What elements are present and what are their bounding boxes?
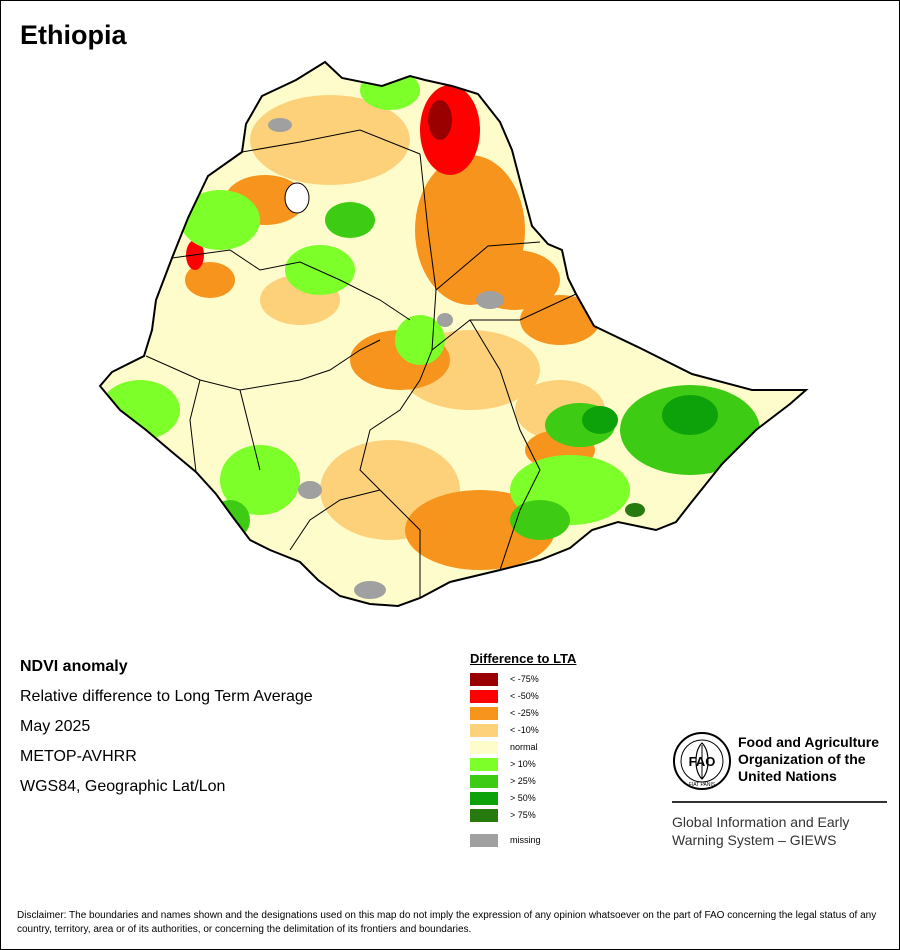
fao-logo-text: FAO <box>689 754 716 769</box>
period: May 2025 <box>20 718 91 735</box>
fao-organization-name: Food and Agriculture Organization of the… <box>738 734 888 785</box>
fao-name-line: United Nations <box>738 768 837 784</box>
projection: WGS84, Geographic Lat/Lon <box>20 778 226 795</box>
sensor: METOP-AVHRR <box>20 748 137 765</box>
legend-items: < -75% < -50% < -25% < -10% normal > 10% > 25%… <box>470 671 576 824</box>
legend-item-missing: missing <box>470 832 576 849</box>
legend: Difference to LTA < -75% < -50% < -25% < -1… <box>470 651 576 849</box>
legend-swatch <box>470 809 498 822</box>
legend-item: > 75% <box>470 807 576 824</box>
legend-swatch-missing <box>470 834 498 847</box>
fao-name-line: Food and Agriculture <box>738 734 880 750</box>
giews-name: Global Information and Early Warning Sys… <box>672 813 887 849</box>
legend-item: < -75% <box>470 671 576 688</box>
legend-item: < -50% <box>470 688 576 705</box>
legend-swatch <box>470 707 498 720</box>
legend-swatch <box>470 690 498 703</box>
legend-item: < -10% <box>470 722 576 739</box>
disclaimer: Disclaimer: The boundaries and names sho… <box>17 910 877 935</box>
legend-swatch <box>470 724 498 737</box>
legend-title: Difference to LTA <box>470 651 577 666</box>
legend-item: > 10% <box>470 756 576 773</box>
anomaly-raster <box>100 62 806 606</box>
giews-line: Global Information and Early <box>672 814 850 830</box>
legend-label: < -25% <box>510 708 539 718</box>
legend-label: > 50% <box>510 793 536 803</box>
legend-swatch <box>470 673 498 686</box>
legend-swatch <box>470 792 498 805</box>
legend-item: > 50% <box>470 790 576 807</box>
legend-label: < -50% <box>510 691 539 701</box>
legend-item: < -25% <box>470 705 576 722</box>
legend-label: > 25% <box>510 776 536 786</box>
legend-label: < -75% <box>510 674 539 684</box>
giews-line: Warning System – GIEWS <box>672 832 837 848</box>
fao-name-line: Organization of the <box>738 751 866 767</box>
product-description: Relative difference to Long Term Average <box>20 688 313 705</box>
legend-label: < -10% <box>510 725 539 735</box>
lake-outline <box>284 182 310 214</box>
legend-swatch <box>470 758 498 771</box>
legend-swatch <box>470 775 498 788</box>
legend-item: normal <box>470 739 576 756</box>
region-boundaries <box>145 129 577 598</box>
legend-label: normal <box>510 742 538 752</box>
legend-item: > 25% <box>470 773 576 790</box>
product-name: NDVI anomaly <box>20 658 128 675</box>
fao-logo-motto: FIAT PANIS <box>689 782 716 788</box>
logo-divider <box>672 801 887 803</box>
map-metadata: NDVI anomaly Relative difference to Long… <box>20 656 313 806</box>
legend-label-missing: missing <box>510 835 541 845</box>
ndvi-anomaly-map <box>99 61 807 607</box>
fao-logo-icon: FAO FIAT PANIS <box>673 732 731 790</box>
legend-swatch <box>470 741 498 754</box>
legend-label: > 75% <box>510 810 536 820</box>
legend-label: > 10% <box>510 759 536 769</box>
map-title: Ethiopia <box>20 20 127 50</box>
